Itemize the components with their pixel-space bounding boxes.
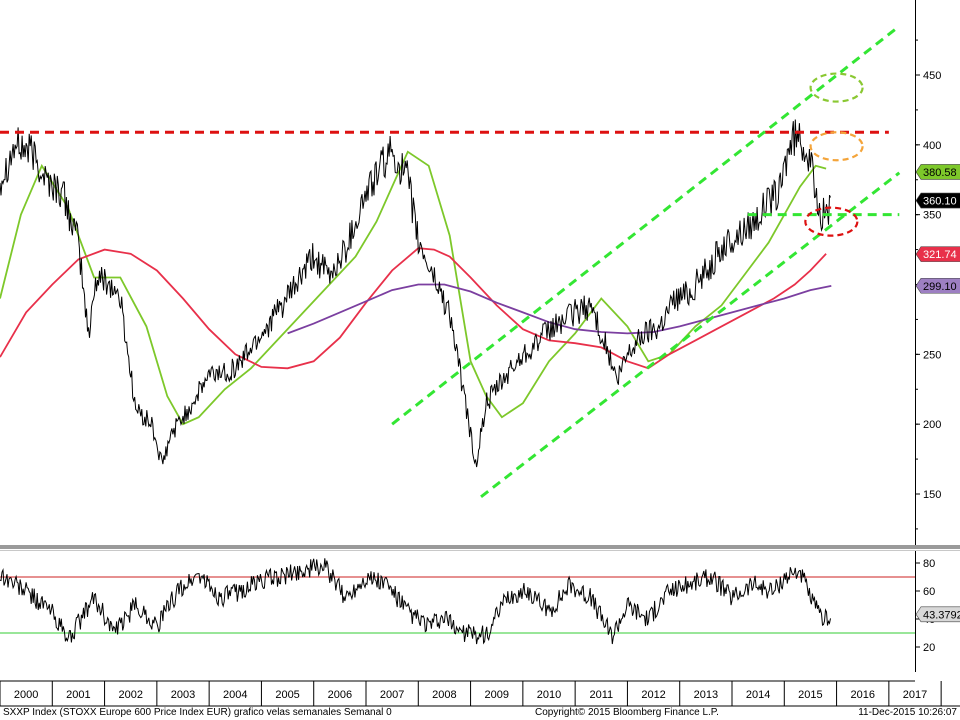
oscillator-y-tick-label: 60: [923, 586, 935, 598]
x-tick-label: 2009: [484, 689, 508, 701]
footer: SXXP Index (STOXX Europe 600 Price Index…: [3, 707, 957, 718]
moving-average-short-line: [0, 150, 827, 426]
moving-average-long-line: [0, 247, 827, 370]
x-tick-label: 2003: [171, 689, 195, 701]
x-tick-label: 2007: [380, 689, 404, 701]
channel-lower-line: [480, 171, 901, 498]
oscillator-panel: 2040608043.3792: [0, 551, 960, 672]
value-tag: 360.10: [915, 192, 960, 209]
value-tag: 299.10: [915, 277, 960, 294]
x-axis: 2000 2001 2002 2003 2004 2005 2006 2007 2008 2009…: [0, 680, 960, 707]
oscillator-value-tag-text: 43.3792: [923, 609, 960, 621]
price-y-tick-label: 150: [923, 489, 941, 501]
value-tag-text: 380.58: [923, 167, 957, 179]
x-tick-label: 2008: [432, 689, 456, 701]
price-y-tick-label: 250: [923, 349, 941, 361]
target-ellipse: [809, 72, 864, 103]
channel-upper-line: [391, 24, 901, 426]
oscillator-value-tag: 43.3792: [915, 606, 960, 623]
x-tick-label: 2006: [328, 689, 352, 701]
x-tick-label: 2004: [223, 689, 247, 701]
x-tick-label: 2013: [694, 689, 718, 701]
oscillator-y-tick-label: 80: [923, 558, 935, 570]
value-tag-shape: [915, 164, 960, 180]
footer-security-description: SXXP Index (STOXX Europe 600 Price Index…: [3, 707, 392, 718]
target-ellipse: [804, 206, 859, 237]
target-ellipse: [809, 131, 864, 162]
value-tag: 380.58: [915, 164, 960, 180]
price-y-tick-label: 200: [923, 419, 941, 431]
x-tick-label: 2016: [850, 689, 874, 701]
oscillator-y-tick-label: 20: [923, 642, 935, 654]
price-y-tick-label: 400: [923, 140, 941, 152]
footer-timestamp: 11-Dec-2015 10:26:07: [858, 707, 957, 718]
x-tick-label: 2000: [14, 689, 38, 701]
x-tick-label: 2001: [66, 689, 90, 701]
x-tick-label: 2017: [903, 689, 927, 701]
panel-separator: [0, 545, 960, 551]
oscillator-value-tag-shape: [915, 606, 960, 623]
x-tick-label: 2012: [641, 689, 665, 701]
x-tick-label: 2002: [118, 689, 142, 701]
x-tick-label: 2005: [275, 689, 299, 701]
oscillator-series-line: [0, 558, 831, 645]
price-panel: 150200250300350400450380.58360.10321.742…: [0, 0, 960, 545]
x-tick-label: 2015: [798, 689, 822, 701]
price-y-tick-label: 350: [923, 210, 941, 222]
value-tag-text: 360.10: [923, 196, 957, 208]
price-series-line: [0, 119, 831, 468]
x-tick-label: 2014: [746, 689, 770, 701]
value-tag-shape: [915, 277, 960, 294]
value-tag-shape: [915, 246, 960, 262]
moving-average-very-long-line: [287, 283, 832, 335]
value-tag-text: 299.10: [923, 281, 957, 293]
value-tag: 321.74: [915, 246, 960, 262]
price-y-tick-label: 450: [923, 70, 941, 82]
x-tick-label: 2011: [589, 689, 613, 701]
value-tag-text: 321.74: [923, 249, 957, 261]
value-tag-shape: [915, 192, 960, 209]
footer-copyright: Copyright© 2015 Bloomberg Finance L.P.: [535, 707, 719, 718]
x-tick-label: 2010: [537, 689, 561, 701]
